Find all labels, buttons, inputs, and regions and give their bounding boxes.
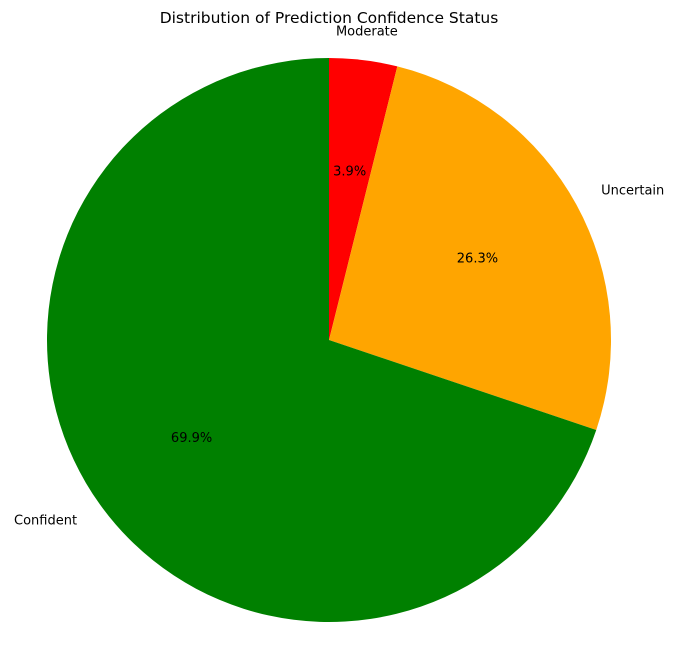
pie-slice-uncertain [329,66,612,430]
pie-labels: Moderate 3.9% Uncertain 26.3% Confident 69.9% [14,25,664,529]
slice-label-moderate: Moderate [336,25,398,40]
slice-label-uncertain: Uncertain [601,184,664,199]
slice-pct-moderate: 3.9% [333,165,366,180]
slice-label-confident: Confident [14,513,77,528]
slice-pct-uncertain: 26.3% [457,251,498,266]
pie-slice-confident [47,58,597,622]
pie-slices [47,58,612,622]
pie-slice-moderate [329,58,398,340]
chart-title: Distribution of Prediction Confidence St… [160,9,499,27]
slice-pct-confident: 69.9% [171,431,212,446]
